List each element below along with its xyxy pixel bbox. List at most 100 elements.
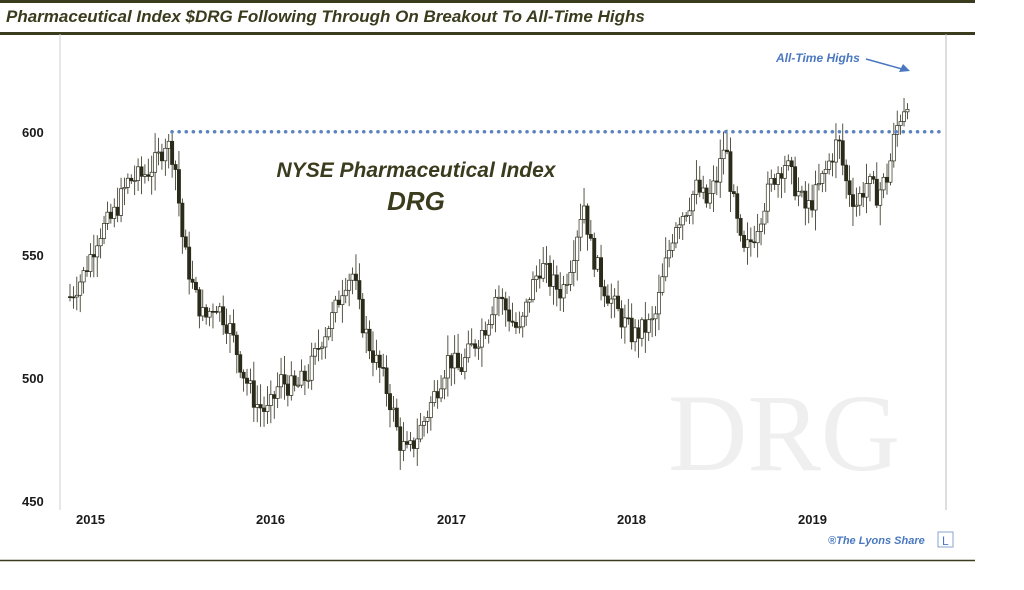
candle-up xyxy=(228,323,232,334)
candle-up xyxy=(476,346,481,349)
candle-up xyxy=(823,168,828,174)
candle-down xyxy=(861,193,866,198)
center-label-line1: NYSE Pharmaceutical Index xyxy=(277,159,557,182)
candle-up xyxy=(534,275,539,280)
candle-down xyxy=(190,278,195,283)
candle-up xyxy=(391,407,396,411)
all-time-highs-annotation: All-Time Highs xyxy=(775,51,860,65)
candle-down xyxy=(221,306,226,326)
candle-down xyxy=(459,367,464,372)
candle-up xyxy=(833,139,838,163)
candle-up xyxy=(711,180,716,194)
candle-down xyxy=(411,440,416,449)
candle-up xyxy=(102,223,106,239)
candle-up xyxy=(112,206,117,219)
candle-down xyxy=(626,317,631,320)
candle-down xyxy=(91,254,96,258)
candle-down xyxy=(844,164,849,182)
candle-up xyxy=(888,160,893,183)
candlestick-series xyxy=(68,97,910,470)
candle-up xyxy=(895,125,900,135)
arrow-icon xyxy=(865,58,910,72)
candle-up xyxy=(694,179,699,195)
candle-up xyxy=(650,318,655,321)
candle-up xyxy=(88,254,93,272)
candle-up xyxy=(670,242,675,251)
candle-down xyxy=(602,286,607,297)
candle-down xyxy=(810,200,815,211)
candle-down xyxy=(803,190,808,209)
candle-up xyxy=(319,346,324,349)
candle-up xyxy=(687,210,692,216)
candle-down xyxy=(885,176,889,183)
candle-down xyxy=(714,180,719,183)
candle-up xyxy=(622,317,627,328)
candle-down xyxy=(367,328,372,352)
candle-down xyxy=(85,270,89,273)
candle-up xyxy=(878,189,883,206)
candle-up xyxy=(568,272,573,285)
candle-down xyxy=(146,174,151,177)
candle-up xyxy=(326,328,331,338)
candle-up xyxy=(701,187,706,193)
x-tick-label: 2018 xyxy=(617,512,646,527)
candle-up xyxy=(881,176,886,191)
candle-up xyxy=(796,191,801,197)
candle-up xyxy=(343,289,348,297)
candle-down xyxy=(377,354,382,368)
y-tick-label: 600 xyxy=(22,125,44,140)
candle-down xyxy=(847,180,852,195)
candle-up xyxy=(323,336,328,348)
candle-up xyxy=(136,166,141,181)
candle-down xyxy=(194,281,198,291)
candle-up xyxy=(493,297,498,316)
candle-up xyxy=(422,421,426,426)
candle-down xyxy=(282,374,287,385)
candle-up xyxy=(469,343,474,346)
candle-up xyxy=(854,204,859,207)
candle-up xyxy=(313,348,318,357)
candle-up xyxy=(486,324,491,336)
candle-up xyxy=(279,374,284,388)
candle-up xyxy=(479,330,484,348)
candle-up xyxy=(769,177,774,185)
candle-down xyxy=(173,164,178,170)
watermark-text: DRG xyxy=(668,372,900,494)
candle-up xyxy=(445,355,450,379)
candle-up xyxy=(306,379,311,382)
candle-up xyxy=(520,315,525,328)
candle-up xyxy=(347,279,352,291)
candle-up xyxy=(340,295,345,306)
candle-down xyxy=(483,330,488,336)
candle-down xyxy=(738,218,743,236)
candle-up xyxy=(813,184,818,211)
candle-up xyxy=(660,276,665,293)
candle-up xyxy=(745,239,750,248)
candle-down xyxy=(262,407,266,412)
candle-down xyxy=(211,310,215,313)
candle-down xyxy=(115,206,120,216)
candle-down xyxy=(176,169,181,204)
candle-up xyxy=(721,149,726,160)
candle-down xyxy=(728,151,733,192)
candle-down xyxy=(585,205,590,235)
candle-down xyxy=(292,375,297,386)
candle-up xyxy=(827,160,832,170)
candle-up xyxy=(551,274,556,287)
candle-down xyxy=(204,307,209,318)
candle-up xyxy=(663,257,668,278)
candle-up xyxy=(98,238,103,247)
candle-down xyxy=(588,234,593,239)
candle-up xyxy=(428,402,433,418)
candle-up xyxy=(609,298,614,304)
candle-down xyxy=(224,324,229,334)
candle-up xyxy=(275,386,280,399)
candle-up xyxy=(125,177,130,188)
y-tick-label: 450 xyxy=(22,494,44,509)
candle-up xyxy=(156,151,161,154)
candle-down xyxy=(510,320,515,323)
candle-down xyxy=(752,241,757,244)
candle-down xyxy=(704,187,709,204)
candle-up xyxy=(408,440,413,445)
candle-up xyxy=(762,210,767,225)
